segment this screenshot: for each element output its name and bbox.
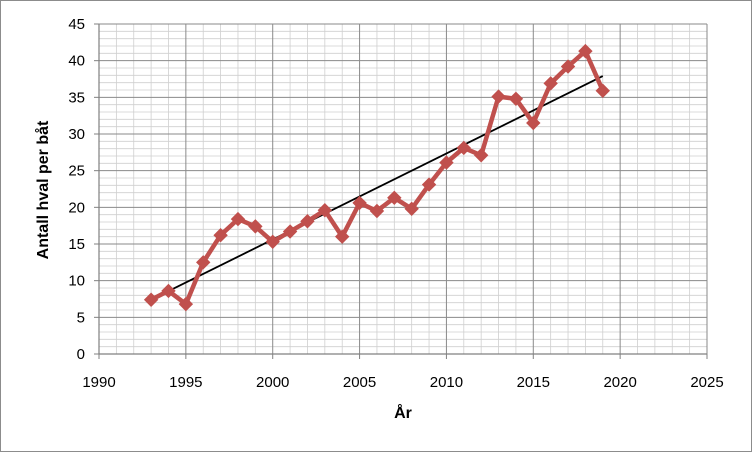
y-tick-label: 0 xyxy=(77,346,85,363)
data-point-marker xyxy=(421,177,437,192)
data-point-marker xyxy=(473,148,489,163)
data-point-marker xyxy=(526,115,541,131)
data-point-marker xyxy=(178,296,194,312)
x-tick-labels: 1990 1995 2000 2005 2010 2015 2020 2025 xyxy=(82,374,723,391)
data-point-marker xyxy=(317,203,333,218)
y-tick-label: 5 xyxy=(77,309,85,326)
y-tick-label: 40 xyxy=(68,53,85,70)
minor-gridlines xyxy=(99,24,707,354)
data-point-marker xyxy=(404,201,419,217)
x-tick-label: 2005 xyxy=(343,374,376,391)
x-tick-label: 2015 xyxy=(517,374,550,391)
data-point-marker xyxy=(352,195,367,211)
data-point-marker xyxy=(543,76,558,91)
data-point-marker xyxy=(439,155,454,170)
data-point-marker xyxy=(230,211,246,227)
x-tick-label: 2010 xyxy=(430,374,463,391)
data-point-marker xyxy=(300,214,315,229)
y-tick-label: 45 xyxy=(68,16,85,33)
data-point-marker xyxy=(369,203,385,219)
data-point-marker xyxy=(508,91,524,107)
data-point-marker xyxy=(387,190,402,206)
x-tick-label: 2025 xyxy=(690,374,723,391)
y-tick-labels: 0 5 10 15 20 25 30 35 40 45 xyxy=(68,16,85,363)
x-tick-label: 2020 xyxy=(603,374,636,391)
x-tick-label: 1990 xyxy=(82,374,115,391)
data-point-marker xyxy=(578,43,593,59)
data-point-marker xyxy=(595,83,610,98)
data-point-marker xyxy=(456,140,472,156)
y-tick-label: 10 xyxy=(68,273,85,290)
axes xyxy=(94,23,708,359)
data-point-marker xyxy=(560,59,576,74)
data-point-marker xyxy=(143,292,159,307)
y-tick-label: 20 xyxy=(68,199,85,216)
y-axis-title: Antall hval per båt xyxy=(34,120,52,259)
data-point-marker xyxy=(491,89,506,104)
x-tick-label: 2000 xyxy=(256,374,289,391)
x-tick-label: 1995 xyxy=(169,374,202,391)
data-point-marker xyxy=(265,234,280,250)
y-tick-label: 30 xyxy=(68,126,85,143)
y-tick-label: 15 xyxy=(68,236,85,253)
x-axis-title: År xyxy=(394,403,412,422)
data-point-marker xyxy=(334,229,350,244)
data-series xyxy=(143,43,610,312)
y-tick-label: 35 xyxy=(68,89,85,106)
data-point-marker xyxy=(282,224,298,239)
data-point-marker xyxy=(161,283,176,299)
data-point-marker xyxy=(196,255,211,270)
data-point-marker xyxy=(248,219,263,234)
y-tick-label: 25 xyxy=(68,163,85,180)
data-point-marker xyxy=(213,227,228,243)
